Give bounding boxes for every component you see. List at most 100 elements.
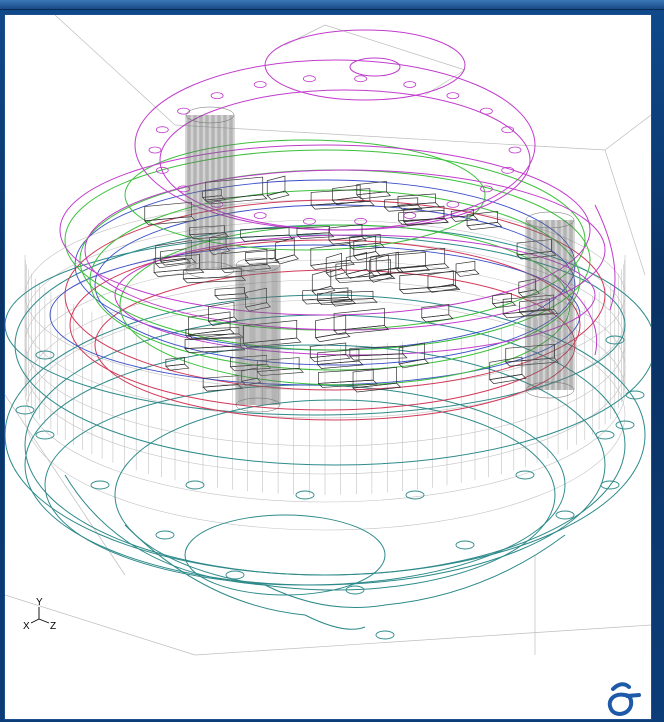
hole — [625, 390, 645, 400]
teal-base-rings — [5, 224, 651, 630]
plate-hole — [354, 217, 368, 225]
component-face — [398, 342, 425, 365]
plate-hole — [302, 75, 316, 83]
plate-hole — [501, 126, 515, 134]
hole — [515, 470, 535, 480]
hole — [15, 405, 35, 415]
component-face — [317, 290, 374, 302]
mesh-ring — [24, 299, 626, 531]
component-face — [395, 247, 446, 269]
component-face — [208, 301, 235, 322]
plate-hole — [446, 92, 460, 99]
hole — [595, 430, 615, 440]
hole — [555, 510, 575, 520]
plate-hole — [253, 212, 267, 219]
component-face — [209, 233, 227, 252]
component-face — [153, 254, 201, 273]
hole — [375, 630, 395, 640]
hole — [615, 420, 635, 430]
plate-hole — [403, 81, 417, 88]
component-face — [275, 237, 295, 261]
axis-y-label: Y — [36, 597, 43, 608]
component-face — [330, 290, 352, 303]
plate-hole — [446, 200, 460, 208]
pcb-components — [143, 175, 560, 393]
hole — [35, 430, 55, 440]
green-rings — [64, 139, 591, 386]
mesh-ring — [24, 219, 626, 419]
plate-hole — [155, 126, 169, 134]
plate-hole — [155, 166, 169, 174]
hole — [455, 540, 475, 550]
axis-z-label: Z — [50, 621, 56, 632]
mesh-curtain — [24, 199, 626, 531]
component-face — [349, 234, 381, 247]
3d-viewport[interactable]: Y X Z — [4, 14, 652, 720]
hole — [605, 335, 625, 345]
plate-hole — [302, 217, 316, 225]
component-box — [153, 267, 205, 277]
plate-hole — [501, 166, 515, 174]
component-face — [240, 227, 290, 238]
magenta-rings — [59, 29, 616, 356]
component-face — [356, 181, 387, 196]
component-face — [165, 356, 185, 367]
component-face — [519, 298, 551, 313]
component-face — [349, 345, 404, 357]
hole — [405, 490, 425, 500]
component-face — [489, 356, 523, 381]
component-face — [310, 342, 347, 359]
plate-hole — [508, 146, 522, 154]
axis-triad: Y X Z — [23, 597, 56, 632]
hole — [35, 350, 55, 360]
sigma-logo-icon — [607, 682, 641, 716]
hole — [345, 585, 365, 595]
hole — [185, 480, 205, 490]
component-face — [245, 249, 276, 261]
mesh-ring — [24, 279, 626, 503]
component-face — [353, 235, 377, 257]
window-title-bar — [0, 0, 664, 10]
bounding-box — [5, 15, 651, 656]
hole — [155, 530, 175, 540]
component-face — [492, 292, 512, 305]
component-face — [398, 210, 445, 222]
component-face — [318, 368, 374, 384]
component-face — [466, 210, 498, 227]
cylinder-pillars — [185, 106, 575, 413]
component-face — [310, 188, 371, 206]
hole — [600, 480, 620, 490]
component-face — [155, 240, 193, 265]
component-face — [302, 287, 349, 301]
component-face — [455, 260, 476, 273]
plate-hole — [210, 92, 224, 99]
component-face — [427, 270, 454, 289]
hole — [295, 490, 315, 500]
component-face — [368, 254, 389, 279]
plate-hole — [479, 185, 493, 193]
plate-hole — [479, 107, 493, 115]
component-face — [310, 243, 351, 266]
plate-hole — [253, 81, 267, 88]
component-face — [325, 252, 342, 274]
component-face — [450, 209, 474, 218]
component-face — [317, 348, 360, 365]
component-face — [421, 304, 450, 319]
mesh-ring — [24, 259, 626, 475]
component-face — [188, 311, 231, 336]
plate-hole — [177, 107, 191, 115]
component-face — [266, 175, 286, 196]
component-face — [505, 343, 555, 363]
component-face — [315, 315, 347, 339]
component-face — [214, 287, 245, 296]
wireframe-scene[interactable]: Y X Z — [5, 15, 651, 719]
component-face — [144, 201, 192, 222]
axis-x-label: X — [23, 621, 30, 632]
plate-hole — [148, 146, 162, 154]
component-face — [245, 287, 267, 308]
mounting-holes — [15, 335, 645, 640]
component-face — [332, 184, 361, 201]
component-face — [335, 259, 391, 280]
component-face — [333, 308, 385, 331]
